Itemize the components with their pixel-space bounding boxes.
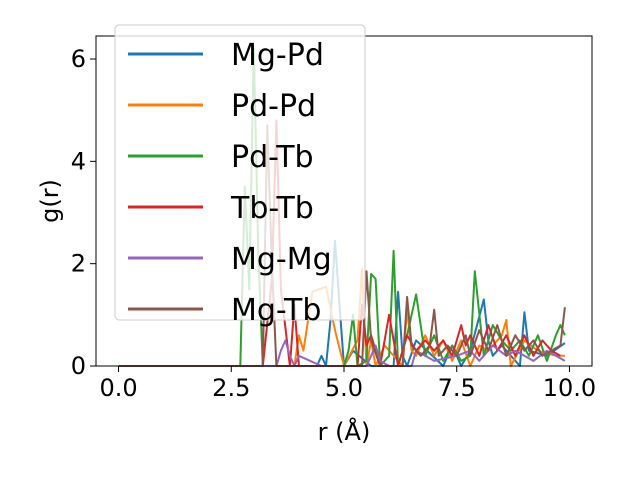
legend-label: Mg-Pd [231, 38, 324, 73]
legend-label: Tb-Tb [230, 191, 314, 226]
y-tick-label: 0 [71, 352, 86, 380]
legend-label: Mg-Tb [231, 293, 321, 328]
x-axis: 0.0 2.5 5.0 7.5 10.0 [99, 366, 596, 402]
legend-label: Mg-Mg [231, 242, 332, 277]
y-tick-label: 2 [71, 250, 86, 278]
legend-box [114, 24, 366, 321]
legend-label: Pd-Pd [231, 89, 316, 124]
x-axis-label: r (Å) [318, 417, 371, 446]
y-tick-label: 6 [71, 45, 86, 73]
x-tick-label: 5.0 [325, 374, 363, 402]
x-tick-label: 0.0 [99, 374, 137, 402]
y-axis-label: g(r) [36, 179, 64, 223]
x-tick-label: 7.5 [438, 374, 476, 402]
y-tick-label: 4 [71, 147, 86, 175]
x-tick-label: 2.5 [212, 374, 250, 402]
y-axis: 0 2 4 6 [71, 45, 96, 380]
legend: Mg-Pd Pd-Pd Pd-Tb Tb-Tb Mg-Mg Mg-Tb [114, 24, 366, 328]
legend-items: Mg-Pd Pd-Pd Pd-Tb Tb-Tb Mg-Mg Mg-Tb [128, 38, 332, 328]
legend-label: Pd-Tb [231, 140, 314, 175]
x-tick-label: 10.0 [543, 374, 596, 402]
